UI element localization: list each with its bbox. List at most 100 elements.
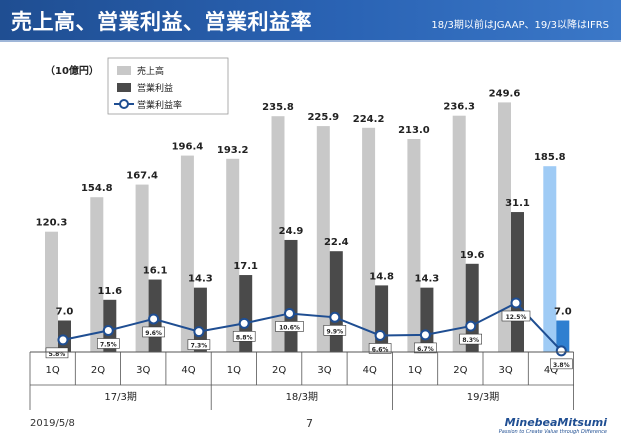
margin-label-box [232,331,256,342]
company-name: MinebeaMitsumi [504,416,607,429]
sales-value-label: 236.3 [443,102,475,113]
sales-bar [180,155,194,352]
sales-value-label: 193.2 [217,145,249,156]
income-bar [329,251,343,352]
margin-value-label: 7.5% [100,342,117,349]
legend-sales-swatch [117,66,131,75]
margin-label-box [45,347,69,359]
legend-margin-label: 営業利益率 [137,99,182,111]
income-value-label: 19.6 [460,250,485,261]
jgaap-label-bg [186,413,240,414]
margin-value-label: 8.3% [462,337,479,344]
margin-label-box [275,321,304,332]
margin-marker [102,325,114,336]
sales-bar [362,127,376,352]
margin-value-label: 12.5% [506,314,527,321]
income-value-label: 14.8 [369,271,394,282]
footer-date: 2019/5/8 [30,418,75,429]
margin-value-label: 6.7% [417,346,434,353]
income-bar [511,212,524,352]
sales-bar [407,139,421,352]
period-label: 17/3期 [104,391,136,403]
quarter-label: 4Q [181,365,195,376]
quarter-label: 1Q [46,365,60,376]
margin-marker [148,313,160,325]
income-value-label: 14.3 [188,274,213,285]
income-bar [375,285,389,352]
company-logo: MinebeaMitsumi Passion to Create Value t… [499,416,607,435]
accounting-standard-note: 18/3期以前はJGAAP、19/3以降はIFRS [431,20,609,31]
margin-marker [555,345,567,357]
sales-bar [226,158,240,352]
margin-marker [374,329,386,341]
quarter-label: 2Q [91,365,105,376]
quarter-label: 4Q [363,365,377,376]
margin-marker [238,317,250,329]
sales-bar [316,126,330,352]
ifrs-label-bg [457,413,505,414]
margin-label-box [187,339,211,350]
income-bar [556,320,570,352]
income-value-label: 16.1 [143,266,168,277]
margin-value-label: 3.8% [553,362,570,369]
margin-label-box [501,310,531,322]
legend-margin-marker [119,99,129,109]
page-title: 売上高、営業利益、営業利益率 [11,10,312,34]
income-value-label: 31.1 [505,198,530,209]
margin-label-box [142,326,165,338]
sales-value-label: 185.8 [534,152,566,163]
period-label: 19/3期 [467,391,499,403]
quarter-label: 3Q [136,365,150,376]
margin-value-label: 7.3% [191,343,208,350]
margin-marker [193,326,205,338]
quarter-label: 2Q [453,365,467,376]
sales-value-label: 225.9 [307,112,339,123]
header-divider [0,40,621,42]
sales-bar [452,115,466,352]
margin-label-box [459,333,483,345]
title-bar: 売上高、営業利益、営業利益率 18/3期以前はJGAAP、19/3以降はIFRS [0,0,621,40]
margin-label-box [323,324,347,336]
margin-marker [465,320,477,332]
sales-value-label: 196.4 [172,142,204,153]
sales-bar [90,197,104,352]
income-value-label: 14.3 [415,274,440,285]
sales-value-label: 224.2 [353,114,385,125]
margin-marker [510,297,522,309]
income-bar [420,287,434,352]
quarter-label: 1Q [227,365,241,376]
margin-label-box [549,358,573,370]
income-bar [284,239,298,352]
income-value-label: 11.6 [97,286,122,297]
quarter-label: 3Q [317,365,331,376]
margin-label-box [368,343,392,354]
sales-value-label: 249.6 [489,88,521,99]
quarter-label: 3Q [499,365,513,376]
company-tagline: Passion to Create Value through Differen… [498,429,607,435]
sales-value-label: 213.0 [398,125,430,136]
margin-marker [329,311,341,323]
sales-value-label: 120.3 [36,218,68,229]
income-value-label: 17.1 [233,261,258,272]
income-value-label: 24.9 [279,226,304,237]
margin-label-box [97,338,120,349]
legend-income-label: 営業利益 [137,82,173,94]
legend-sales-label: 売上高 [137,65,164,77]
period-label: 18/3期 [286,391,318,403]
margin-value-label: 9.6% [145,330,162,337]
sales-bar [135,184,149,352]
income-value-label: 7.0 [56,307,74,318]
margin-value-label: 10.6% [279,324,300,331]
margin-value-label: 5.8% [49,351,66,358]
margin-label-box [414,342,437,354]
income-value-label: 7.0 [554,307,572,318]
margin-marker [419,329,431,341]
quarter-label: 1Q [408,365,422,376]
sales-value-label: 235.8 [262,102,294,113]
unit-label: （10億円） [45,64,99,77]
margin-line [62,301,563,352]
sales-bar [498,102,511,353]
page-number: 7 [306,417,313,430]
income-value-label: 22.4 [324,237,349,248]
